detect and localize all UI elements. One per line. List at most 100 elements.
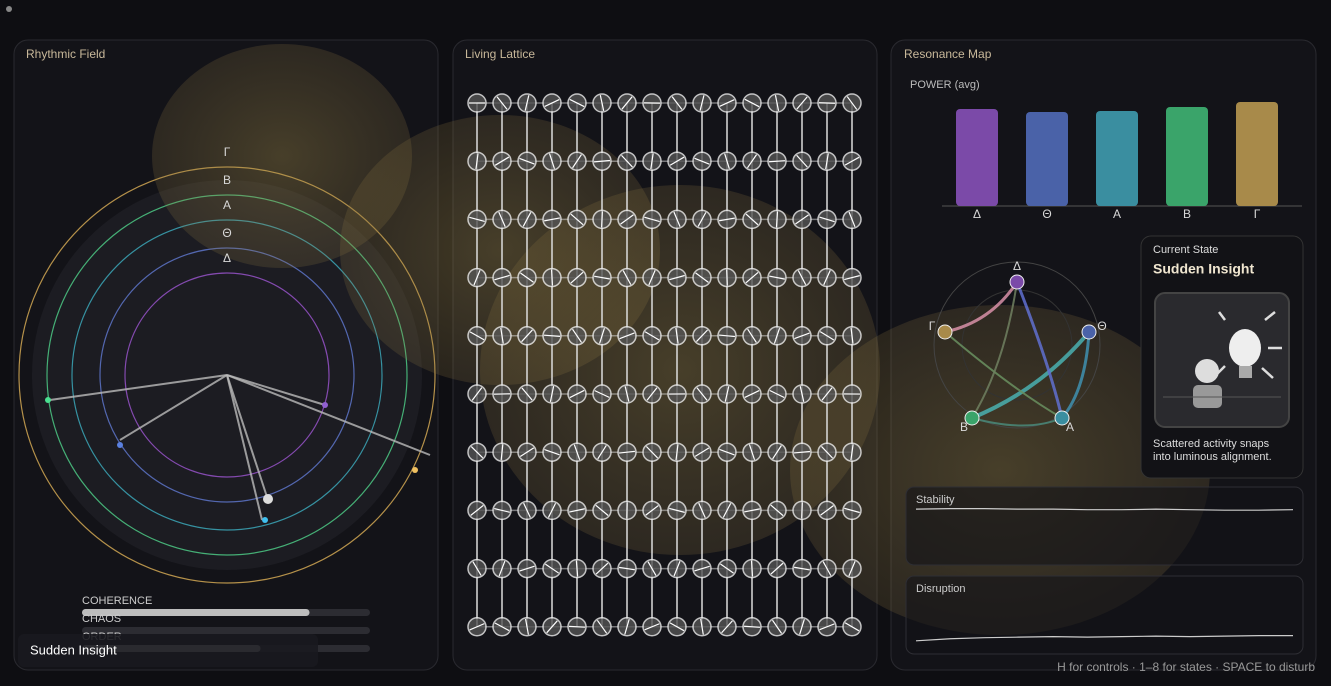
lattice-phase (719, 99, 735, 107)
lattice-phase (848, 211, 856, 228)
bar (1096, 111, 1138, 206)
lattice-phase (819, 623, 835, 631)
phase-cluster (45, 397, 51, 403)
bulb-base (1239, 366, 1252, 378)
resonance-node-label: Δ (1013, 259, 1021, 273)
lattice-phase (819, 331, 835, 341)
lattice-phase (494, 274, 510, 281)
lattice-phase (673, 560, 681, 577)
lattice-phase (575, 560, 579, 577)
lattice-phase (475, 153, 479, 170)
lattice-phase (772, 445, 782, 460)
meter-label: CHAOS (82, 613, 121, 625)
lattice-phase (769, 275, 785, 280)
lattice-phase (548, 153, 556, 169)
lattice-phase (768, 160, 786, 163)
resonance-node-label: Β (960, 420, 968, 434)
lattice-phase (645, 446, 659, 459)
bar (1166, 107, 1208, 206)
lattice-phase (745, 271, 759, 284)
lattice-phase (572, 154, 582, 169)
lattice-phase (496, 96, 508, 110)
state-badge-text: Sudden Insight (30, 642, 117, 657)
lattice-phase (595, 504, 609, 516)
chart-label: POWER (avg) (910, 79, 980, 91)
lattice-phase (595, 562, 609, 575)
lattice-phase (569, 389, 585, 399)
lattice-phase (846, 96, 858, 110)
lattice-phase (618, 450, 636, 454)
lattice-phase (821, 387, 833, 401)
lattice-phase (769, 389, 785, 399)
lattice-phase (601, 211, 603, 228)
lattice-phase (671, 96, 683, 110)
lattice-phase (775, 211, 779, 228)
lattice-phase (498, 560, 506, 577)
meter-label: COHERENCE (82, 595, 152, 607)
lattice-phase (519, 565, 535, 572)
lattice-phase (521, 329, 533, 343)
lattice-phase (620, 214, 634, 225)
lattice-phase (724, 386, 730, 402)
status-dot (6, 6, 12, 12)
lattice-phase (669, 274, 685, 281)
lattice-phase (544, 449, 560, 456)
lattice-phase (746, 154, 758, 169)
phase-ray (226, 374, 263, 521)
band-label: Β (223, 173, 231, 187)
lattice-phase (724, 153, 730, 170)
lattice-phase (696, 329, 708, 342)
lattice-phase (669, 156, 685, 166)
lattice-phase (645, 505, 659, 516)
lattice-phase (797, 270, 807, 285)
lattice-phase (669, 507, 685, 513)
resonance-node (964, 410, 980, 426)
lattice-phase (819, 216, 835, 223)
resonance-node-label: Α (1066, 420, 1074, 434)
lattice-phase (719, 217, 735, 222)
lattice-phase (494, 507, 510, 513)
lattice-phase (722, 503, 732, 518)
lattice-phase (675, 327, 679, 344)
bulb-ray (1218, 311, 1226, 321)
lattice-phase (597, 445, 607, 460)
band-ring (124, 272, 330, 478)
lattice-phase (719, 448, 735, 456)
bulb-ray (1261, 367, 1274, 379)
phase-cluster (117, 442, 123, 448)
foreground-layer: ΓΒΑΘΔCOHERENCECHAOSORDERSudden InsightΔΘ… (18, 93, 1304, 667)
lattice-phase (698, 502, 706, 518)
lattice-phase (473, 269, 481, 286)
x-tick-label: Β (1183, 207, 1191, 221)
lattice-phase (848, 560, 856, 577)
phase-dot (263, 494, 273, 504)
lattice-phase (747, 328, 757, 343)
resonance-node (1081, 324, 1097, 340)
lattice-phase (695, 272, 709, 283)
lattice-phase (796, 154, 808, 168)
lattice-phase (771, 619, 783, 634)
lattice-phase (844, 507, 860, 514)
meter-track (82, 627, 370, 634)
lattice-phase (550, 269, 554, 286)
sparkline-box (905, 575, 1304, 655)
bar (1236, 102, 1278, 206)
lattice-phase (500, 444, 504, 461)
figure-head (1195, 359, 1219, 383)
lattice-phase (519, 447, 535, 457)
lattice-phase (794, 332, 810, 340)
lattice-phase (694, 565, 710, 572)
lattice-phase (825, 153, 829, 170)
lattice-phase (750, 560, 754, 577)
lattice-phase (748, 444, 756, 460)
lattice-phase (619, 566, 635, 571)
lattice-phase (718, 334, 736, 338)
lattice-phase (794, 566, 810, 571)
lattice-phase (594, 275, 610, 280)
bulb-ray (1264, 311, 1276, 321)
lattice-phase (573, 444, 581, 460)
lattice-phase (549, 386, 555, 402)
lattice-phase (500, 327, 504, 344)
lattice-phase (570, 271, 584, 284)
